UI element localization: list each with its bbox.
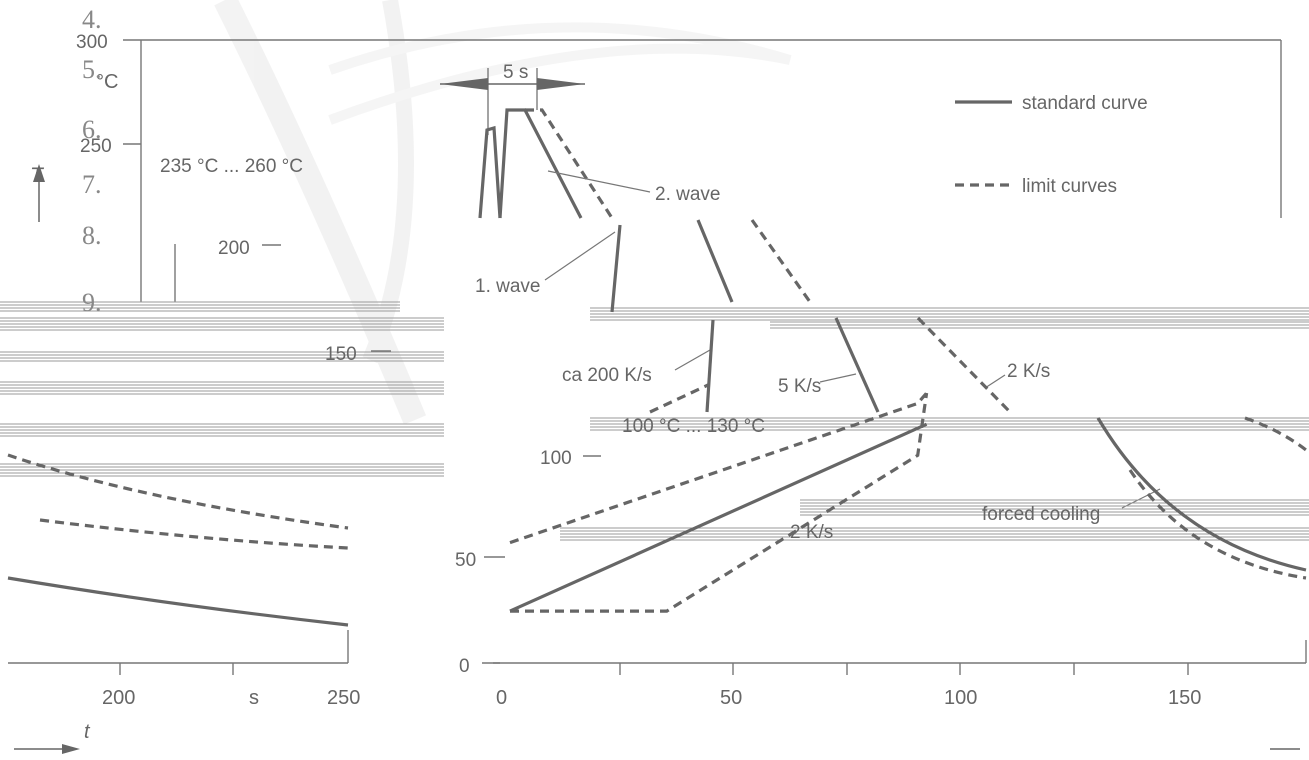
- y-axis-label: T: [30, 164, 45, 187]
- annotation-rate-fast: ca 200 K/s: [562, 365, 652, 386]
- overlay-number: 6.: [82, 115, 102, 144]
- forced-cooling-standard: [1096, 417, 1307, 572]
- x-tick-label: 150: [1168, 687, 1201, 709]
- x-tick-label: 200: [102, 687, 135, 709]
- frame: [123, 39, 1282, 302]
- second-wave-limit: [525, 108, 614, 219]
- series-line-1: [510, 392, 929, 613]
- legend-label-standard: standard curve: [1022, 93, 1148, 114]
- x-tick-label: 250: [327, 687, 360, 709]
- annotation-first-wave: 1. wave: [475, 276, 540, 297]
- annotation-second-wave: 2. wave: [655, 184, 720, 205]
- scan-bands: [0, 301, 1309, 541]
- annotation-pointers: [544, 170, 1161, 509]
- x-tick-label: s: [249, 687, 259, 709]
- medium-rate-line: [834, 317, 880, 413]
- x-axis: [8, 630, 1307, 675]
- x-tick-label: 50: [720, 687, 742, 709]
- fast-rate-line: [705, 319, 715, 413]
- annotation-peak-range: 235 °C ... 260 °C: [160, 156, 303, 177]
- first-wave-peak: [478, 125, 502, 219]
- x-axis-label: t: [84, 721, 91, 743]
- y-tick-label: 200: [218, 238, 250, 259]
- limit-cooling-upper: [750, 219, 812, 303]
- left-limit-mid: [39, 518, 349, 550]
- standard-cooling-upper: [696, 219, 734, 303]
- x-tick-label: 100: [944, 687, 977, 709]
- left-standard: [7, 576, 349, 627]
- left-limit-upper: [7, 453, 349, 530]
- overlay-number: 8.: [82, 221, 102, 250]
- main-curves: [7, 219, 1307, 627]
- cool-rate-dash: [916, 316, 1012, 414]
- y-tick-label: 250: [80, 136, 112, 157]
- fast-rate-dash: [649, 383, 709, 414]
- x-tick-label: 0: [496, 687, 507, 709]
- annotation-preheat-rate: 2 K/s: [790, 522, 833, 543]
- y-tick-label: 0: [459, 656, 470, 677]
- series-line-0: [509, 422, 928, 613]
- legend-label-limit: limit curves: [1022, 176, 1117, 197]
- first-wave-drop: [610, 224, 622, 313]
- annotation-wave-time: 5 s: [503, 62, 528, 83]
- y-tick-label: 150: [325, 344, 357, 365]
- overlay-number: 5.: [82, 55, 102, 84]
- second-wave-peak: [498, 108, 583, 219]
- annotation-preheat-range: 100 °C ... 130 °C: [622, 416, 765, 437]
- wave-curves: [478, 108, 614, 219]
- overlay-number: 4.: [82, 5, 102, 34]
- legend: [955, 100, 1012, 187]
- y-tick-label: 50: [455, 550, 476, 571]
- y-axis-arrow: [33, 164, 45, 222]
- forced-cooling-limit-lower: [1128, 469, 1307, 580]
- inner-y-ticks: [262, 244, 601, 664]
- y-tick-label: 100: [540, 448, 572, 469]
- overlay-number: 9.: [82, 288, 102, 317]
- annotation-rate-cool: 2 K/s: [1007, 361, 1050, 382]
- y-axis-unit: °C: [96, 71, 118, 93]
- overlay-number: 7.: [82, 170, 102, 199]
- annotation-rate-medium: 5 K/s: [778, 376, 821, 397]
- y-tick-label: 300: [76, 32, 108, 53]
- forced-cooling-limit-upper: [1244, 416, 1307, 452]
- annotation-forced-cooling: forced cooling: [982, 504, 1100, 525]
- x-axis-arrow: [14, 744, 1300, 754]
- series-line-2: [509, 391, 928, 545]
- five-second-bracket: [440, 68, 585, 135]
